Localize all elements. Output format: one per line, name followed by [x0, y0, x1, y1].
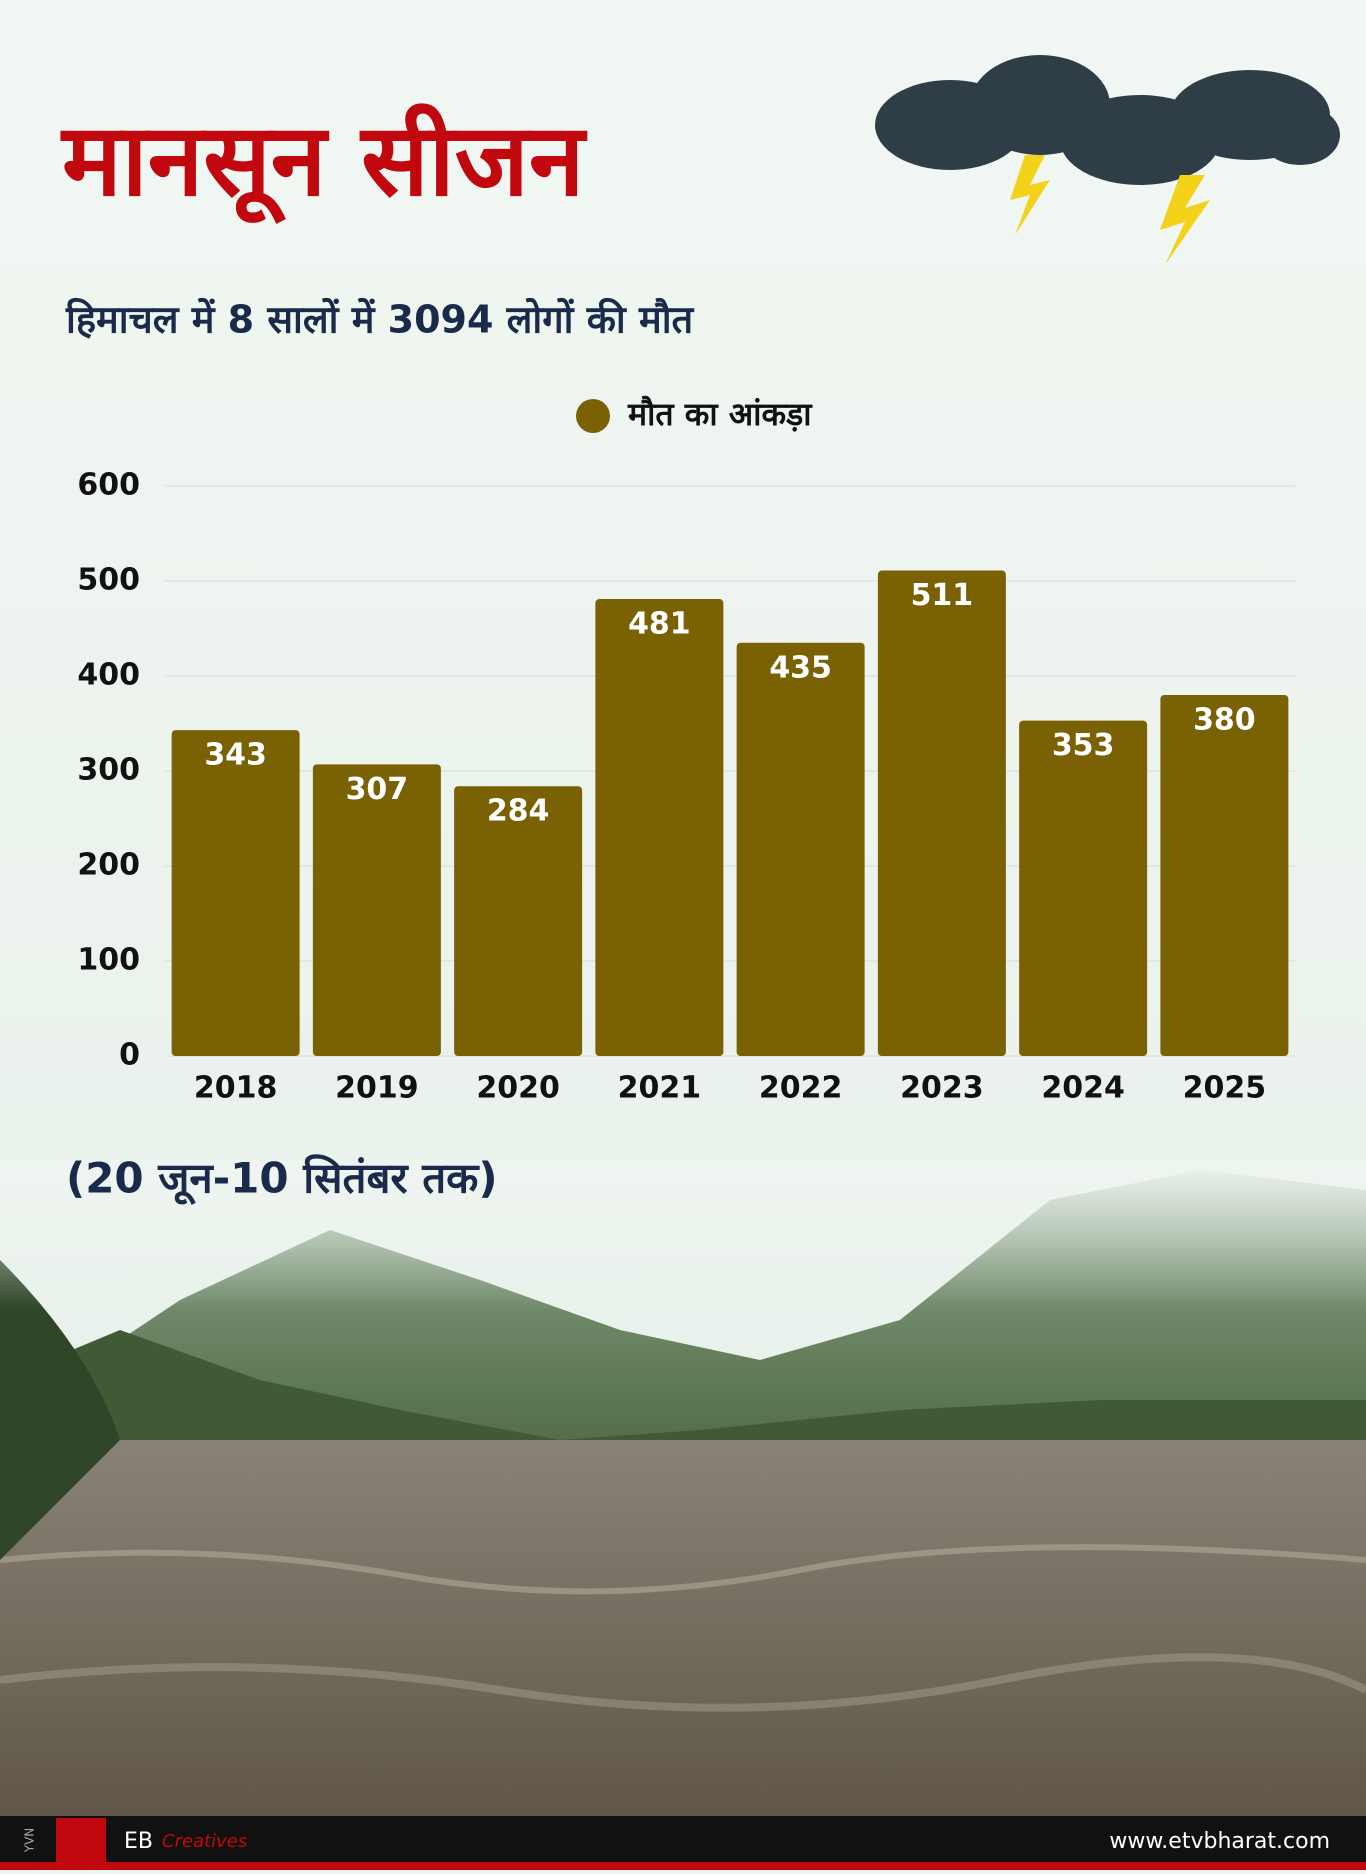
y-tick-label: 300 [77, 753, 140, 788]
clouds [875, 55, 1340, 265]
wave [0, 1544, 1366, 1595]
y-tick-label: 500 [77, 563, 140, 598]
footer-bar [0, 1816, 1366, 1870]
y-tick-label: 100 [77, 943, 140, 978]
fog [0, 1160, 1366, 1310]
trees [0, 1330, 1366, 1470]
y-tick-label: 600 [77, 468, 140, 503]
x-tick-label: 2024 [1041, 1071, 1125, 1106]
bar [1160, 695, 1289, 1056]
tree-left [0, 1260, 120, 1560]
bar [171, 730, 300, 1056]
logo [56, 1818, 106, 1862]
value-label: 353 [1052, 728, 1115, 763]
bar [1019, 720, 1148, 1056]
brand-sub: Creatives [162, 1831, 247, 1852]
y-tick-label: 0 [119, 1038, 140, 1073]
value-label: 511 [911, 578, 974, 613]
x-tick-label: 2019 [335, 1071, 419, 1106]
brand: EB [124, 1829, 153, 1854]
bar [877, 570, 1006, 1056]
subtitle: हिमाचल में 8 सालों में 3094 लोगों की मौत [65, 298, 695, 342]
legend-swatch [576, 399, 610, 433]
footer-stripe [0, 1862, 1366, 1870]
x-tick-label: 2020 [476, 1071, 560, 1106]
title: मानसून सीजन [60, 101, 588, 224]
plot: 0 100 200 300 400 500 600 मौत का आंकड़ा 2018 343 2… [77, 395, 1295, 1106]
x-tick-label: 2023 [900, 1071, 984, 1106]
value-label: 435 [769, 650, 832, 685]
bar [595, 599, 724, 1056]
side-code: YVN [23, 1828, 37, 1854]
website: www.etvbharat.com [1109, 1829, 1330, 1854]
note: (20 जून-10 सितंबर तक) [66, 1154, 498, 1206]
value-label: 284 [487, 794, 550, 829]
value-label: 481 [628, 607, 691, 642]
bar [454, 786, 583, 1056]
x-tick-label: 2018 [194, 1071, 278, 1106]
y-tick-label: 400 [77, 658, 140, 693]
x-tick-label: 2021 [618, 1071, 702, 1106]
bar [736, 642, 865, 1056]
y-tick-label: 200 [77, 848, 140, 883]
value-label: 380 [1193, 703, 1256, 738]
x-tick-label: 2022 [759, 1071, 843, 1106]
value-label: 307 [346, 772, 409, 807]
legend-label: मौत का आंकड़ा [627, 395, 813, 433]
bar [312, 764, 441, 1056]
value-label: 343 [204, 738, 267, 773]
wave [0, 1653, 1366, 1712]
flood-water [0, 1440, 1366, 1820]
x-tick-label: 2025 [1183, 1071, 1267, 1106]
